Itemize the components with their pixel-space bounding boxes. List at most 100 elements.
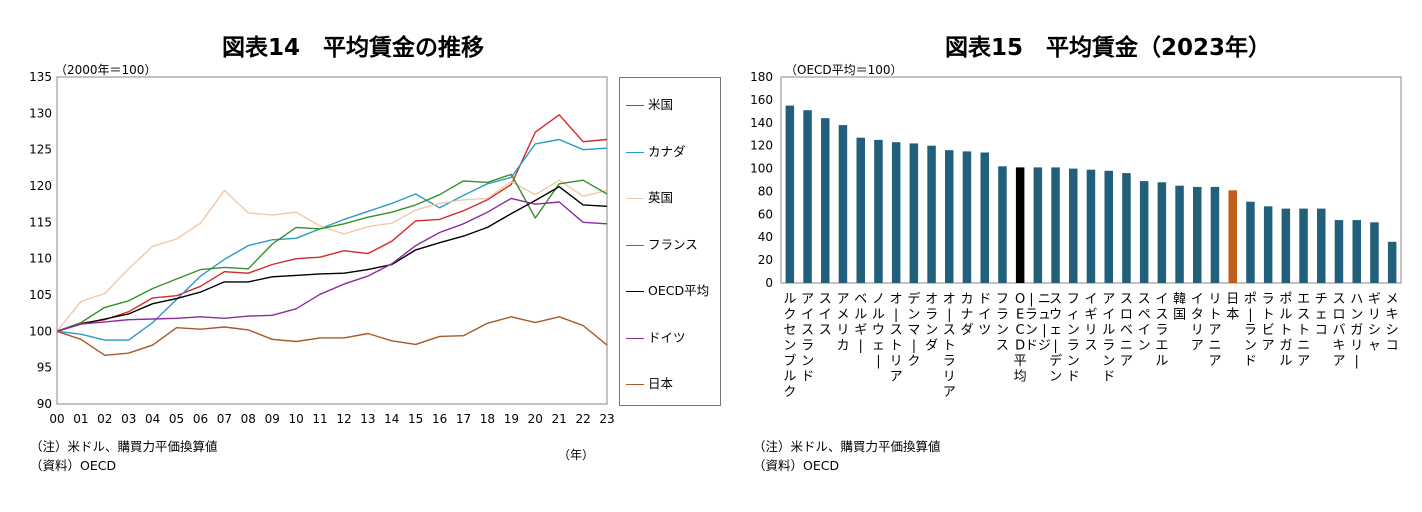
bar-category-label-char: ラ	[1262, 292, 1275, 307]
bar-category-label-char: |	[1355, 354, 1359, 369]
bar	[1281, 208, 1291, 283]
bar-category-label-char: C	[1016, 323, 1025, 338]
bar-category-label-char: |	[1053, 339, 1057, 354]
line-y-tick-label: 95	[37, 361, 52, 375]
bar-category-label-char: O	[1015, 292, 1025, 307]
bar-category-label-char: イ	[1138, 323, 1151, 338]
bar-category-label-char: ュ	[1038, 308, 1051, 323]
bar-category-label-char: ン	[1067, 323, 1080, 338]
bar-category-label-char: ニ	[1038, 292, 1051, 307]
bar-category-label-char: ェ	[872, 339, 885, 354]
bar	[856, 137, 865, 283]
legend-item: 米国	[626, 94, 673, 112]
bar-category-label-char: ニ	[1120, 339, 1133, 354]
bar-category-label-char: ン	[1138, 339, 1151, 354]
line-plot-area	[56, 76, 608, 405]
bar-category-label-char: D	[1015, 339, 1025, 354]
bar-category-label-char: 日	[1226, 292, 1239, 307]
line-y-tick-label: 135	[29, 70, 52, 84]
bar	[1175, 185, 1184, 283]
bar-category-label-char: ア	[1208, 323, 1221, 338]
bar-category-label-char: リ	[1191, 323, 1204, 338]
bar-category-label-char: イ	[978, 308, 991, 323]
bar-category-label-char: ル	[1279, 308, 1292, 323]
legend-label: ドイツ	[648, 329, 686, 345]
bar-category-label-char: ル	[1279, 354, 1292, 369]
bar-category-label-char: ン	[801, 354, 814, 369]
bar-category-label-char: ギ	[1084, 308, 1097, 323]
bar	[1210, 186, 1220, 283]
bar-category-label-char: マ	[907, 323, 920, 338]
legend-item: 英国	[626, 187, 673, 205]
bar	[1299, 208, 1308, 283]
bar-category-label-char: オ	[943, 292, 956, 307]
bar-category-label-char: |	[1042, 323, 1046, 338]
bar	[998, 166, 1007, 283]
bar-category-label-char: バ	[1332, 323, 1345, 338]
bar-category-label-char: ポ	[1244, 292, 1257, 307]
bar-category-label-char: ェ	[1049, 323, 1062, 338]
bar-category-label-char: チ	[1315, 292, 1328, 307]
bar-category-label-char: ラ	[801, 339, 814, 354]
bar	[1139, 181, 1149, 283]
bar	[1104, 170, 1113, 283]
legend-item: 日本	[626, 373, 673, 391]
bar-category-label-char: ス	[996, 339, 1009, 354]
bar-category-label-char: ル	[1102, 323, 1115, 338]
bar-category-label-char: ア	[890, 370, 903, 385]
bar-category-label-char: ア	[1297, 354, 1310, 369]
bar-category-label-char: リ	[1350, 339, 1363, 354]
line-series-1	[56, 138, 608, 341]
line-series-2	[56, 179, 608, 332]
bar-category-label-char: オ	[890, 292, 903, 307]
bar	[1033, 167, 1043, 283]
bar-category-label-char: メ	[836, 308, 849, 323]
bar-y-tick-label: 140	[750, 116, 773, 130]
bar-category-label-char: ン	[925, 323, 938, 338]
bar-category-label-char: ラ	[943, 354, 956, 369]
bar-category-label-char: ド	[1067, 370, 1080, 385]
line-x-tick-label: 20	[528, 412, 543, 426]
bar-category-label-char: ス	[819, 323, 832, 338]
bar-category-label-char: シ	[1386, 323, 1399, 338]
bar-category-label-char: ン	[907, 308, 920, 323]
bar-category-label-char: ウ	[1049, 308, 1062, 323]
bar-category-label-char: イ	[1102, 308, 1115, 323]
bar-category-label-char: ペ	[1138, 308, 1151, 323]
bar-category-label-char: 均	[1014, 370, 1027, 385]
bar-category-label-char: 国	[1173, 308, 1186, 323]
bar-category-label-char: ン	[1102, 354, 1115, 369]
legend-label: フランス	[648, 236, 698, 252]
bar	[821, 118, 830, 283]
bar-category-label-char: ス	[1138, 292, 1151, 307]
bar-category-label-char: フ	[996, 292, 1009, 307]
bar-category-label-char: ン	[996, 323, 1009, 338]
bar	[1122, 173, 1131, 283]
line-x-tick-label: 00	[49, 412, 64, 426]
bar-category-label-char: ウ	[872, 323, 885, 338]
bar-category-label-char: デ	[1049, 353, 1062, 369]
bar-category-label-char: コ	[1315, 323, 1328, 338]
legend-swatch	[626, 198, 644, 199]
bar-category-label-char: ク	[907, 354, 920, 369]
line-x-tick-label: 07	[217, 412, 232, 426]
bar-category-label-char: ア	[1208, 354, 1221, 369]
bar-category-label-char: ラ	[1102, 339, 1115, 354]
bar-category-label-char: ャ	[1368, 339, 1381, 354]
line-x-tick-label: 06	[193, 412, 208, 426]
bar-y-tick-label: 160	[750, 93, 773, 107]
bar-category-label-char: ギ	[1368, 292, 1381, 307]
bar-category-label-char: ポ	[1279, 292, 1292, 307]
bar-category-label-char: ガ	[1279, 339, 1292, 354]
bar-category-label-char: カ	[836, 339, 849, 354]
bar	[1157, 182, 1167, 283]
bar-category-label-char: オ	[925, 292, 938, 307]
line-series-4	[56, 185, 608, 332]
bar-category-label-char: ル	[872, 308, 885, 323]
bar-category-label-char: |	[912, 339, 916, 354]
line-chart-legend: 米国 カナダ 英国 フランス OECD平均 ドイツ 日本	[619, 77, 721, 406]
bar-category-label-char: ド	[1244, 354, 1257, 369]
line-x-tick-label: 01	[73, 412, 88, 426]
line-y-tick-label: 115	[29, 215, 52, 229]
bar-category-label-char: ト	[1262, 308, 1275, 323]
